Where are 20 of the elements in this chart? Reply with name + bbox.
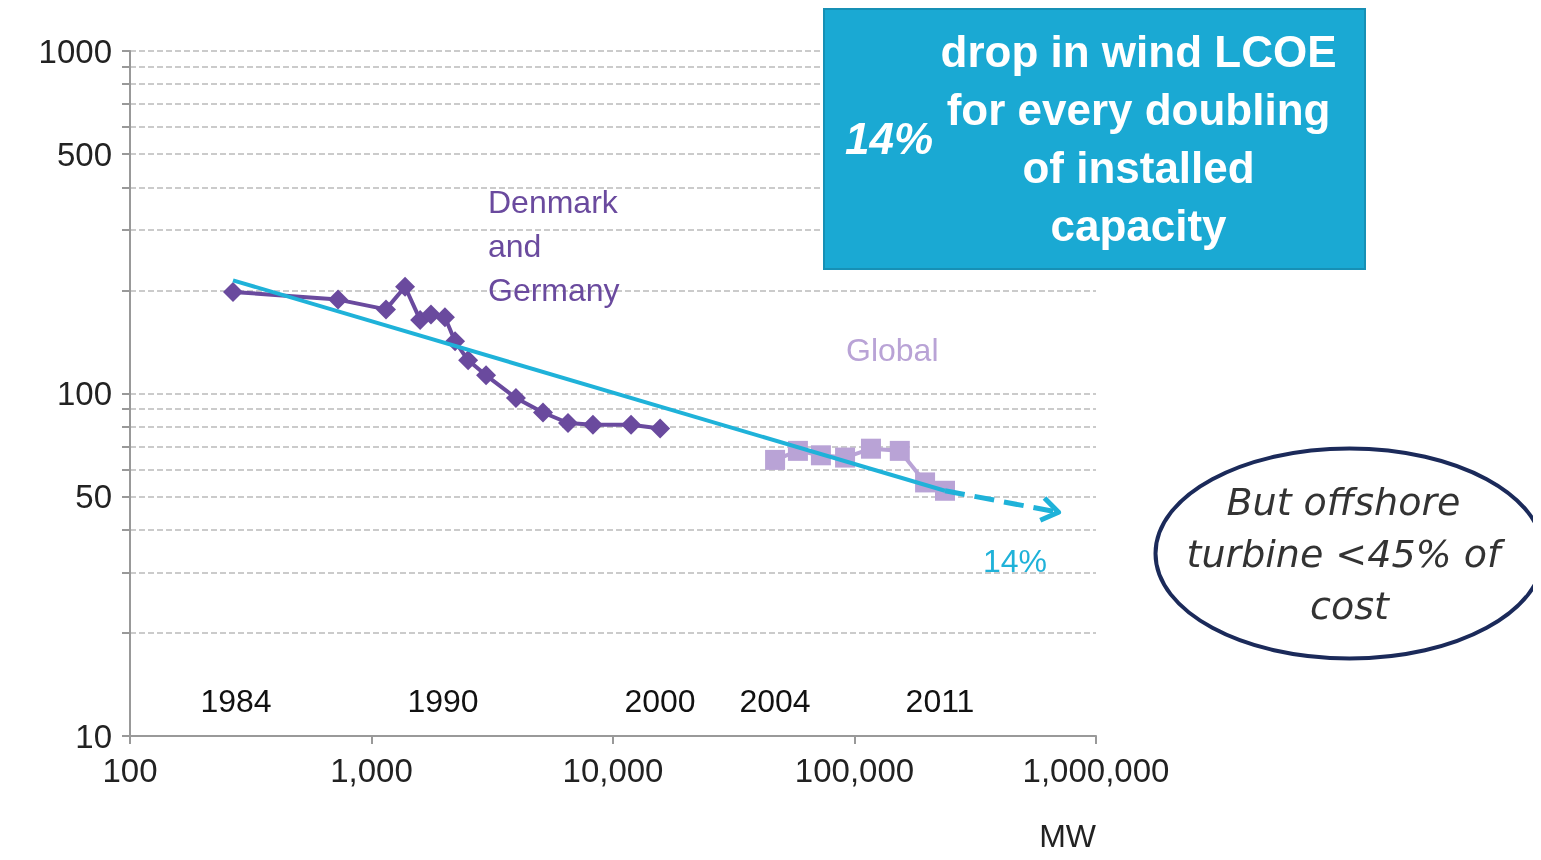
x-tick-label: 1,000 — [330, 752, 413, 789]
x-tick-label: 100,000 — [794, 752, 915, 789]
x-tick-label: 10,000 — [562, 752, 664, 789]
x-axis-title: MW — [1039, 818, 1097, 854]
annotation: 2004 — [739, 683, 811, 719]
y-tick-label: 100 — [56, 375, 112, 412]
annotation: 2011 — [905, 683, 975, 719]
annotation: 1990 — [407, 683, 479, 719]
text: Global — [846, 332, 939, 368]
annotation: 2000 — [624, 683, 696, 719]
annotation: 1984 — [200, 683, 272, 719]
series-label: Denmark and Germany — [488, 184, 627, 308]
text: But offshore turbine <45% of cost — [1186, 479, 1513, 628]
y-tick-label: 50 — [75, 478, 112, 516]
annotation: 14% — [982, 543, 1048, 579]
x-tick-label: 100 — [102, 752, 158, 789]
y-tick-label: 10 — [75, 717, 112, 755]
y-tick-label: 1000 — [38, 32, 112, 70]
y-tick-label: 500 — [56, 135, 112, 173]
x-tick-label: 1,000,000 — [1022, 752, 1170, 789]
